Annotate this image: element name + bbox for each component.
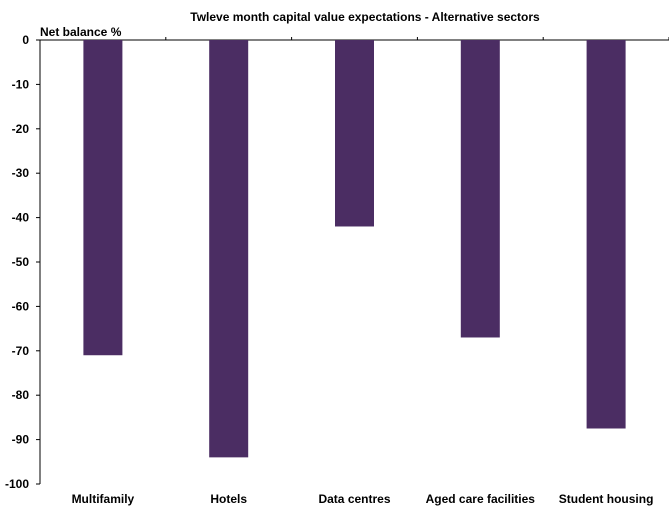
- y-tick-label: -80: [12, 388, 30, 402]
- plot-area: 0 -10 -20 -30 -40 -50 -60 -70 -80 -90 -100 Multifam…: [5, 33, 669, 506]
- y-tick-label: -100: [5, 477, 29, 491]
- bar-student-housing: [586, 40, 626, 429]
- bar-aged-care-facilities: [460, 40, 500, 338]
- y-tick-label: -30: [12, 166, 30, 180]
- y-tick-label: -20: [12, 122, 30, 136]
- y-tick-label: -50: [12, 255, 30, 269]
- chart-title: Twleve month capital value expectations …: [190, 10, 540, 24]
- x-category-label: Aged care facilities: [426, 492, 536, 506]
- bar-hotels: [209, 40, 249, 458]
- x-category-label: Student housing: [559, 492, 654, 506]
- y-tick-label: -10: [12, 77, 30, 91]
- bar-multifamily: [83, 40, 123, 356]
- y-tick-label: -90: [12, 433, 30, 447]
- y-tick-label: -40: [12, 211, 30, 225]
- y-tick-label: -70: [12, 344, 30, 358]
- y-axis-label: Net balance %: [40, 25, 122, 39]
- y-tick-label: 0: [22, 33, 29, 47]
- bar-data-centres: [335, 40, 374, 227]
- x-category-label: Hotels: [210, 492, 247, 506]
- x-category-label: Multifamily: [72, 492, 135, 506]
- y-tick-label: -60: [12, 299, 30, 313]
- x-category-label: Data centres: [318, 492, 390, 506]
